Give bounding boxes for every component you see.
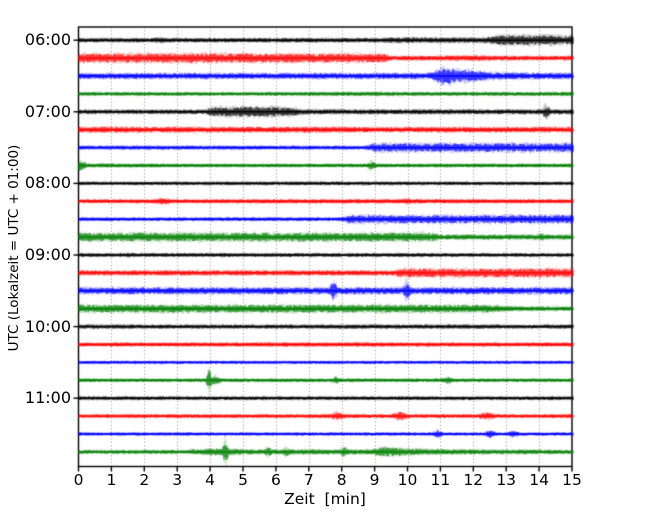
x-tick-label: 14 <box>529 471 549 489</box>
x-tick-label: 7 <box>303 471 314 489</box>
y-tick-label: 06:00 <box>24 30 71 50</box>
x-tick-label: 15 <box>562 471 582 489</box>
x-tick-label: 8 <box>336 471 347 489</box>
x-tick-label: 2 <box>139 471 150 489</box>
y-tick-label: 08:00 <box>24 173 71 193</box>
x-tick-label: 3 <box>172 471 183 489</box>
x-tick-label: 6 <box>270 471 281 489</box>
x-tick-label: 4 <box>205 471 216 489</box>
y-tick-label: 10:00 <box>24 316 71 336</box>
x-axis-title: Zeit [min] <box>284 490 366 508</box>
x-tick-label: 0 <box>73 471 84 489</box>
x-tick-label: 9 <box>369 471 380 489</box>
y-axis-title: UTC (Lokalzeit = UTC + 01:00) <box>6 144 22 352</box>
x-tick-label: 12 <box>463 471 484 489</box>
x-tick-label: 13 <box>496 471 517 489</box>
y-tick-label: 07:00 <box>24 101 71 121</box>
x-tick-label: 10 <box>397 471 418 489</box>
y-tick-label: 11:00 <box>24 388 71 408</box>
x-tick-label: 11 <box>430 471 451 489</box>
y-tick-label: 09:00 <box>24 245 71 264</box>
x-tick-label: 1 <box>106 471 117 489</box>
x-tick-label: 5 <box>238 471 248 489</box>
